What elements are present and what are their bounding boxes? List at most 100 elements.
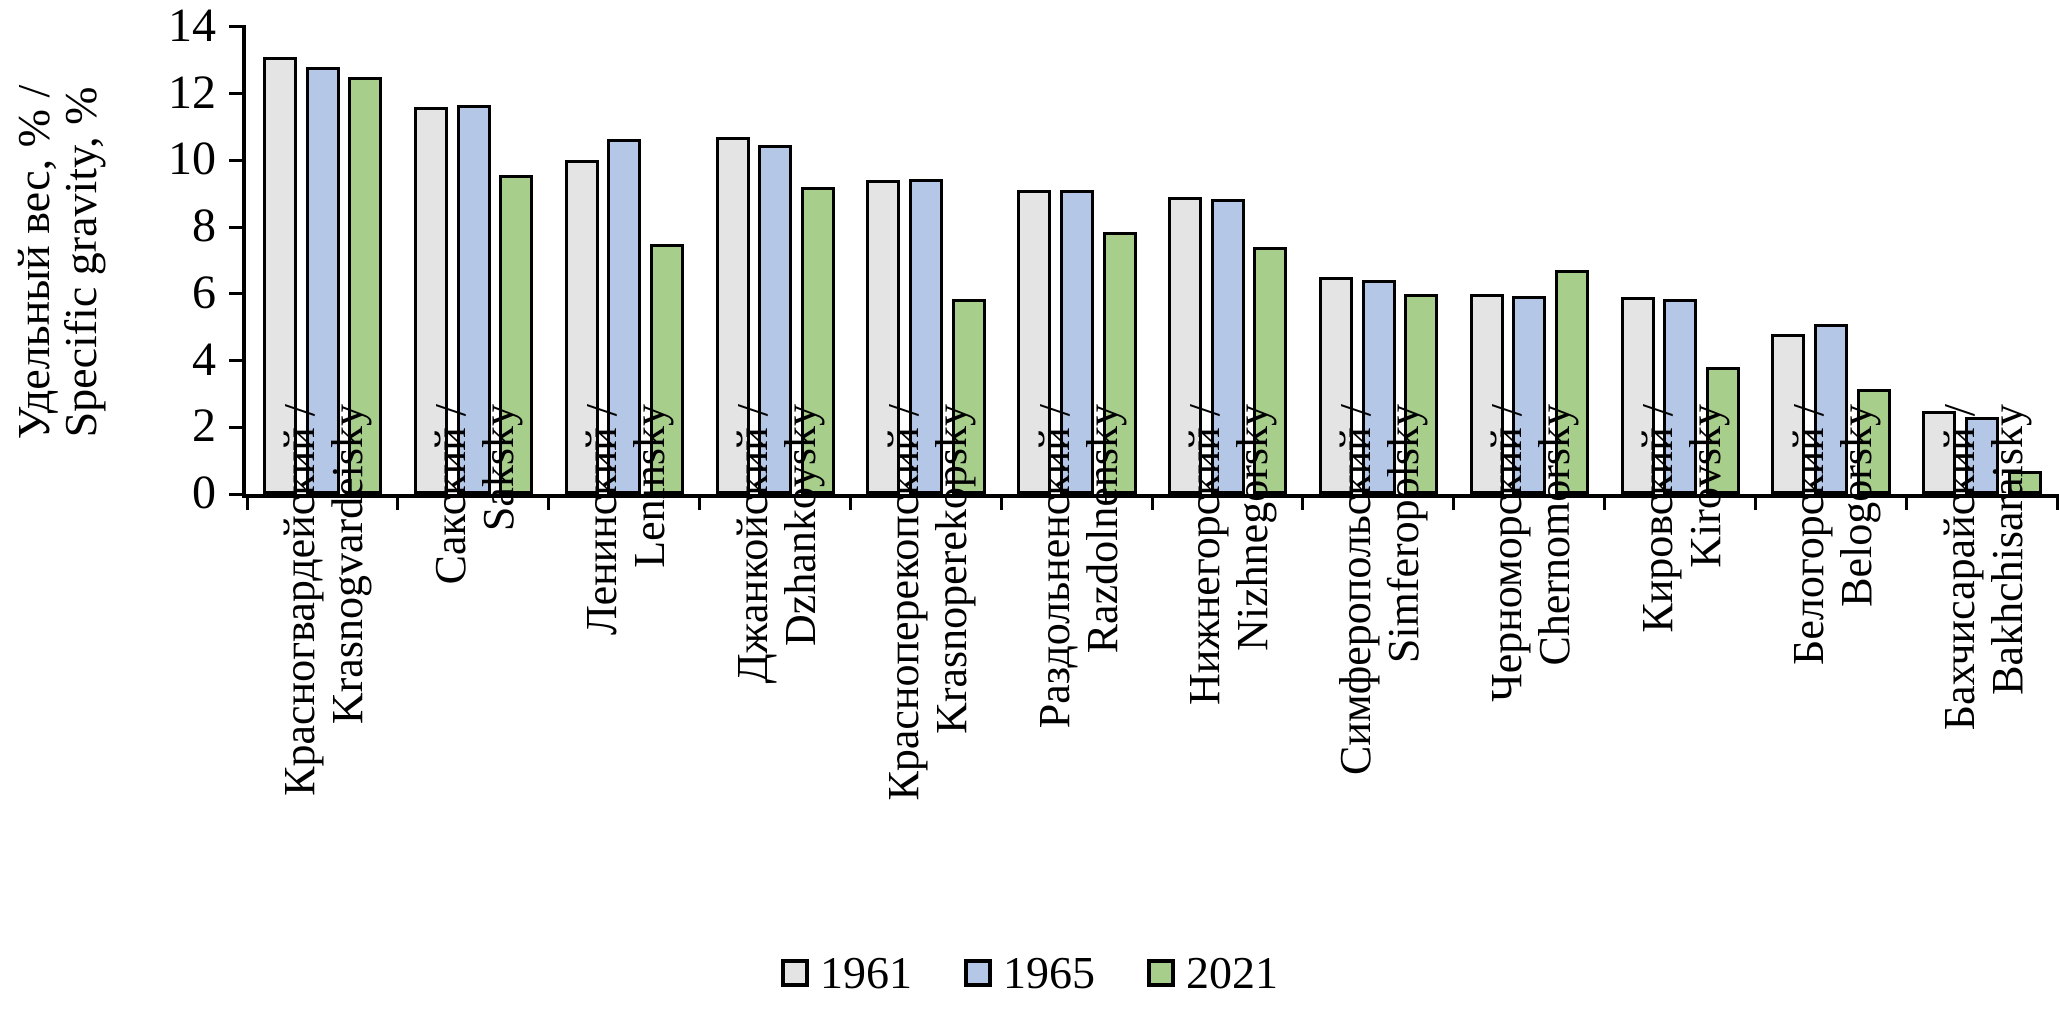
legend-label: 1961 [820,947,912,998]
x-category-label-ru: Раздольненский / [1029,404,1079,729]
x-category-label-ru: Бахчисарайский / [1934,404,1984,731]
bar-1961 [716,137,750,494]
y-tick [229,158,244,162]
x-category-label-en: Bakhchisaraisky [1982,404,2032,695]
y-axis-title-line-1: Удельный вес, % / [8,84,59,440]
x-category-label-ru: Кировский / [1632,404,1682,633]
y-axis [242,25,246,498]
x-category-label-en: Krasnogvardeisky [323,404,373,725]
x-category-label-ru: Джанкойский / [727,404,777,684]
x-category-label-ru: Черноморский / [1482,404,1532,702]
x-category-label-en: Dzhankoysky [775,404,825,646]
x-category-label-ru: Красногвардейский / [275,404,325,796]
x-tick [1452,496,1456,510]
y-tick-label: 14 [168,0,216,52]
bar-1961 [1470,294,1504,494]
y-tick [229,292,244,296]
bar-1965 [758,145,792,494]
x-tick [1753,496,1757,510]
y-tick [229,359,244,363]
x-category-label-en: Kirovsky [1680,404,1730,568]
legend-swatch-2021 [1147,959,1175,987]
legend-swatch-1961 [781,959,809,987]
bar-1965 [1211,199,1245,494]
x-category-label-ru: Красноперекопский / [878,404,928,801]
bar-1961 [1771,334,1805,494]
x-category-label-ru: Нижнегорский / [1180,404,1230,705]
bar-1965 [1512,296,1546,494]
bar-1965 [306,67,340,494]
x-category-label-ru: Ленинский / [577,404,627,635]
x-category-label-en: Krasnoperekopsky [926,404,976,734]
bar-1965 [1060,190,1094,494]
y-tick-label: 4 [192,332,216,386]
x-category-label-ru: Сакский / [426,404,476,585]
y-tick [229,25,244,29]
x-tick [2055,496,2059,510]
bar-2021 [952,299,986,494]
x-category-label-en: Razdolnensky [1077,404,1127,654]
bar-1961 [866,180,900,494]
x-tick [999,496,1003,510]
bar-2021 [1253,247,1287,494]
x-tick [547,496,551,510]
y-tick-label: 12 [168,65,216,119]
y-tick [229,92,244,96]
bar-1961 [1922,411,1956,494]
legend: 1961 1965 2021 [0,950,2059,996]
bar-2021 [348,77,382,494]
legend-swatch-1965 [964,959,992,987]
legend-label: 2021 [1186,947,1278,998]
bar-2021 [499,175,533,494]
bar-2021 [801,187,835,494]
bar-2021 [1103,232,1137,494]
bar-1965 [909,179,943,494]
y-tick-label: 8 [192,199,216,253]
x-category-label-en: Simferopolsky [1379,404,1429,664]
x-category-label-ru: Симферопольский / [1331,404,1381,775]
bar-1965 [1814,324,1848,494]
legend-label: 1965 [1003,947,1095,998]
bar-2021 [650,244,684,494]
x-category-label-en: Chernomorsky [1530,404,1580,666]
x-category-label-en: Nizhnegorsky [1228,404,1278,651]
bar-2021 [2008,471,2042,494]
y-tick-label: 2 [192,399,216,453]
x-category-label-ru: Белогорский / [1783,404,1833,665]
x-tick [1301,496,1305,510]
x-tick [1904,496,1908,510]
y-tick [229,492,244,496]
bar-2021 [1857,389,1891,494]
bar-1961 [1621,297,1655,494]
y-tick [229,425,244,429]
legend-item-1961: 1961 [781,950,912,996]
bar-1961 [1017,190,1051,494]
bar-2021 [1706,367,1740,494]
bar-2021 [1404,294,1438,494]
legend-item-2021: 2021 [1147,950,1278,996]
x-tick [1603,496,1606,510]
bar-1965 [1362,280,1396,494]
x-category-label-en: Leninsky [625,404,675,568]
bar-1961 [1319,277,1353,494]
bar-1965 [1965,417,1999,494]
bar-1965 [1663,299,1697,494]
bar-1961 [1168,197,1202,494]
x-category-label-en: Belogorsky [1831,404,1881,607]
x-tick [848,496,852,510]
x-tick [1150,496,1154,510]
bar-1965 [457,105,491,494]
y-tick-label: 10 [168,132,216,186]
bar-1961 [263,57,297,494]
y-tick [229,225,244,229]
bar-1961 [414,107,448,494]
x-tick [698,496,701,510]
bar-1961 [565,160,599,494]
x-tick [245,496,249,510]
y-tick-label: 0 [192,466,216,519]
x-tick [396,496,400,510]
bar-2021 [1555,270,1589,494]
bar-1965 [607,139,641,494]
legend-item-1965: 1965 [964,950,1095,996]
